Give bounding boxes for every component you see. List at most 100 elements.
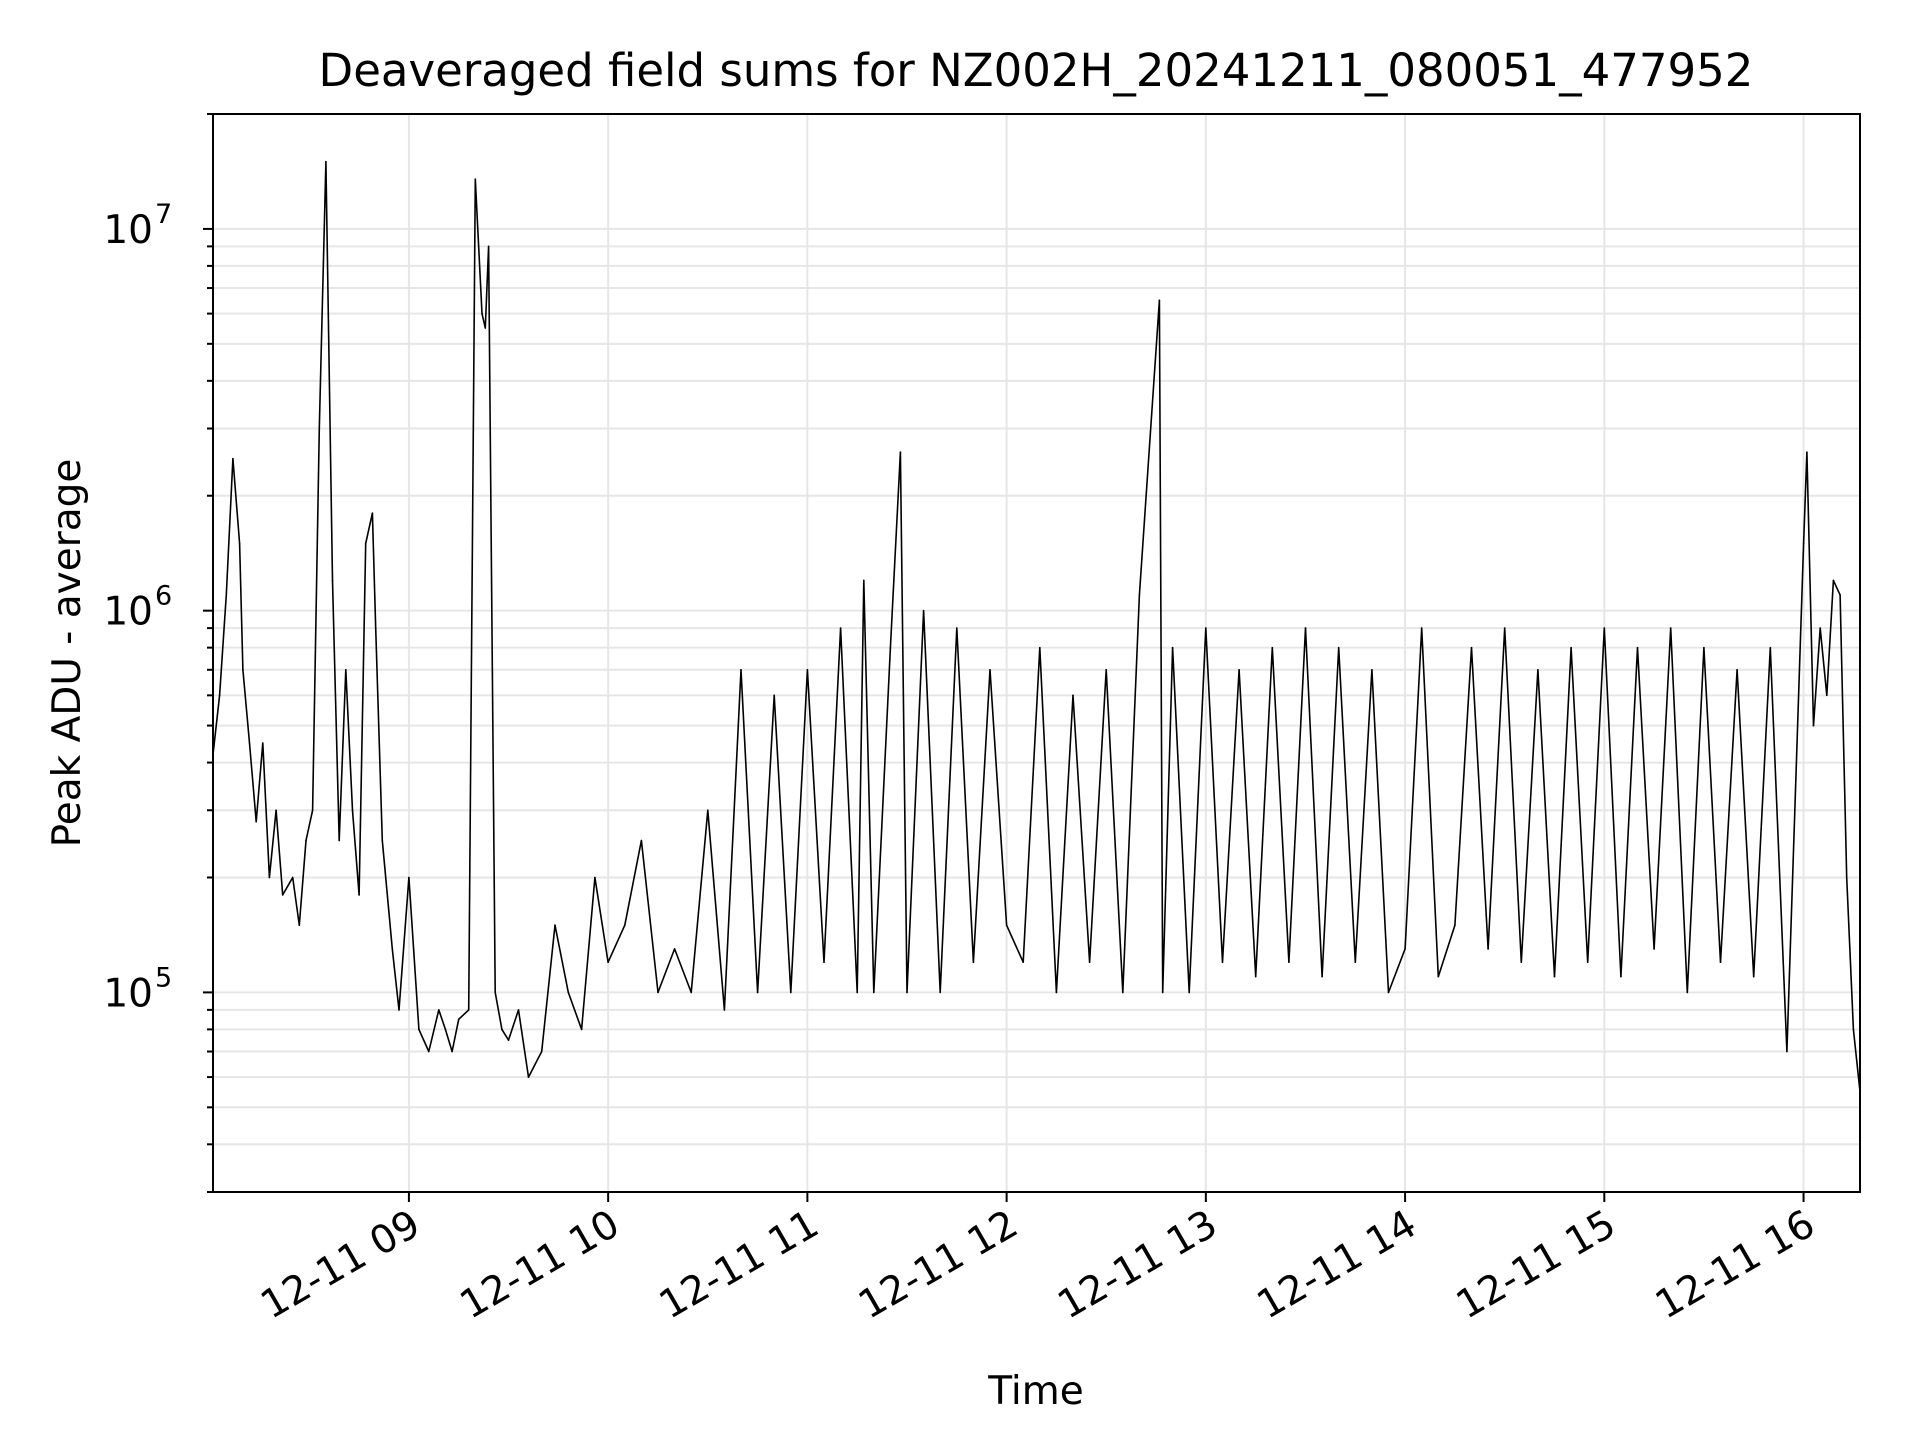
data-point [1171, 646, 1174, 649]
data-point [238, 542, 241, 545]
data-point [1769, 646, 1772, 649]
x-tick-label: 12-11 12 [851, 1202, 1025, 1329]
data-point [1786, 1050, 1788, 1053]
data-point [1686, 991, 1689, 994]
data-point [507, 1039, 510, 1041]
data-point [474, 178, 477, 180]
x-tick-label: 12-11 13 [1050, 1202, 1224, 1329]
data-point [594, 876, 596, 879]
x-tick-label: 12-11 16 [1648, 1202, 1822, 1329]
data-point [1832, 579, 1835, 582]
data-point [1537, 669, 1539, 671]
data-point [1404, 948, 1406, 950]
data-point [225, 594, 228, 596]
data-point [1553, 975, 1556, 978]
data-point [527, 1076, 530, 1078]
data-point [1620, 975, 1622, 978]
x-tick-label: 12-11 11 [652, 1202, 826, 1329]
x-tick-label: 12-11 14 [1250, 1202, 1424, 1329]
y-tick-label-exponent: 6 [155, 581, 172, 612]
data-point [657, 991, 659, 994]
data-point [889, 646, 892, 649]
data-point [517, 1009, 520, 1011]
y-axis-label: Peak ADU - average [45, 459, 90, 848]
y-tick-label-exponent: 5 [155, 962, 172, 993]
data-point [1487, 948, 1489, 950]
data-point [305, 839, 307, 842]
data-point [839, 627, 842, 629]
data-point [248, 742, 251, 744]
data-point [487, 245, 490, 248]
data-point [1636, 646, 1639, 649]
data-point [580, 1028, 583, 1031]
data-point [325, 160, 327, 163]
data-point [1852, 1028, 1855, 1031]
data-point [262, 742, 264, 744]
data-point [1845, 876, 1848, 879]
data-point [939, 991, 941, 994]
data-point [1304, 627, 1307, 629]
data-point [1454, 924, 1456, 926]
data-series-line [212, 160, 1861, 1092]
data-point [398, 1009, 400, 1011]
data-point [338, 839, 341, 842]
data-point [1288, 961, 1290, 963]
data-point [624, 924, 626, 926]
data-point [218, 694, 221, 697]
x-axis-label: Time [987, 1369, 1083, 1414]
data-point [1812, 724, 1815, 727]
data-point [1503, 627, 1506, 629]
data-point [1088, 961, 1091, 963]
data-point [1371, 669, 1373, 671]
data-point [1254, 975, 1257, 978]
data-point [1271, 646, 1274, 649]
data-point [1703, 646, 1705, 649]
data-series-layer [212, 160, 1861, 1093]
data-point [1437, 975, 1440, 978]
data-point [1387, 991, 1390, 994]
data-point [1321, 975, 1323, 978]
y-tick-label: 10 [103, 971, 153, 1016]
data-point [1819, 627, 1821, 629]
data-point [956, 627, 958, 629]
data-point [1354, 961, 1357, 963]
data-point [856, 991, 858, 994]
data-point [707, 809, 709, 812]
data-point [418, 1028, 420, 1031]
data-point [1188, 991, 1190, 994]
data-point [723, 1009, 726, 1011]
data-point [1205, 627, 1207, 629]
y-tick-label-base: 10 [103, 971, 153, 1016]
data-point [806, 669, 809, 671]
data-point [899, 451, 902, 454]
data-point [318, 427, 321, 430]
y-tick-label-exponent: 7 [155, 199, 172, 230]
data-point [298, 924, 301, 926]
data-point [371, 512, 374, 514]
data-point [1022, 961, 1024, 963]
data-point [756, 991, 759, 994]
data-point [1072, 694, 1074, 697]
plot-frame [212, 113, 1861, 1193]
x-tick-label: 12-11 09 [254, 1202, 428, 1329]
data-point [823, 961, 825, 963]
data-point [607, 961, 609, 963]
data-point [451, 1050, 453, 1053]
data-point [863, 579, 865, 582]
data-point [906, 991, 908, 994]
y-tick-label-base: 10 [103, 590, 153, 635]
data-point [291, 876, 294, 879]
x-tick-label: 12-11 10 [453, 1202, 627, 1329]
data-point [501, 1028, 503, 1031]
data-point [1669, 627, 1672, 629]
x-axis: 12-11 09 12-11 10 12-11 11 12-11 12 12-11 13… [254, 1192, 1823, 1328]
data-point [790, 991, 792, 994]
data-point [438, 1009, 440, 1011]
data-point [391, 948, 394, 950]
data-point [351, 809, 354, 812]
y-tick-label: 10 [103, 590, 153, 635]
chart-title: Deaveraged field sums for NZ002H_2024121… [319, 44, 1754, 97]
data-point [1420, 627, 1423, 629]
